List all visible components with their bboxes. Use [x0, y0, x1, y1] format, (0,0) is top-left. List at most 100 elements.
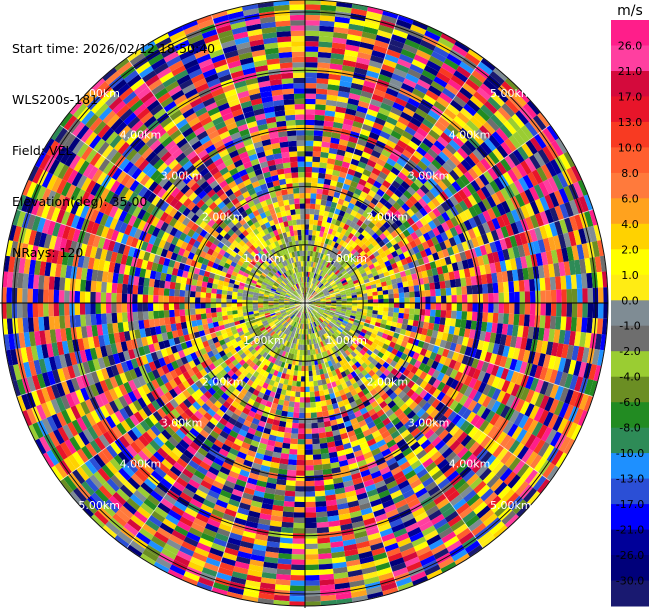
velocity-gate [433, 183, 444, 195]
velocity-gate [310, 289, 314, 295]
velocity-gate [287, 406, 294, 413]
velocity-gate [377, 290, 384, 296]
velocity-gate [428, 220, 437, 230]
velocity-gate [330, 298, 337, 301]
velocity-gate [334, 16, 351, 24]
velocity-gate [320, 285, 326, 290]
velocity-gate [448, 139, 461, 152]
velocity-gate [469, 116, 483, 129]
velocity-gate [343, 118, 354, 126]
velocity-gate [494, 261, 502, 273]
velocity-gate [324, 205, 331, 212]
velocity-gate [578, 228, 587, 245]
velocity-gate [360, 173, 370, 182]
velocity-gate [436, 224, 445, 234]
velocity-gate [542, 146, 555, 162]
velocity-gate [318, 291, 324, 296]
velocity-gate [296, 459, 305, 466]
velocity-gate [379, 251, 387, 259]
velocity-gate [330, 240, 336, 247]
velocity-gate [347, 168, 356, 176]
velocity-gate [526, 100, 541, 116]
velocity-gate [540, 303, 546, 316]
velocity-gate [434, 259, 442, 268]
velocity-gate [383, 121, 396, 131]
velocity-gate [294, 501, 305, 508]
velocity-gate [480, 186, 491, 199]
velocity-gate [382, 221, 391, 230]
velocity-gate [346, 295, 352, 299]
velocity-gate [381, 149, 392, 158]
velocity-gate [294, 496, 305, 503]
velocity-gate [449, 154, 461, 167]
velocity-gate [579, 332, 587, 348]
velocity-gate [297, 370, 302, 377]
velocity-gate [419, 249, 428, 258]
velocity-gate [315, 501, 327, 507]
velocity-gate [392, 102, 405, 112]
velocity-gate [435, 303, 442, 311]
velocity-gate [388, 307, 394, 313]
velocity-gate [310, 301, 316, 303]
velocity-gate [311, 267, 315, 273]
velocity-gate [338, 139, 349, 147]
velocity-gate [379, 130, 391, 140]
velocity-gate [339, 239, 345, 246]
velocity-gate [496, 215, 506, 228]
velocity-gate [353, 115, 365, 124]
velocity-gate [413, 237, 422, 246]
velocity-gate [350, 228, 358, 236]
velocity-gate [501, 81, 517, 96]
velocity-gate [476, 235, 485, 247]
velocity-gate [566, 289, 573, 303]
velocity-gate [597, 349, 604, 366]
velocity-gate [321, 141, 331, 148]
velocity-gate [411, 59, 427, 70]
velocity-gate [366, 11, 383, 20]
velocity-gate [385, 139, 397, 149]
velocity-gate [415, 251, 423, 260]
velocity-gate [329, 271, 335, 278]
velocity-gate [414, 291, 421, 298]
velocity-gate [512, 149, 525, 164]
velocity-gate [553, 329, 561, 344]
velocity-gate [524, 291, 531, 303]
velocity-gate [349, 254, 356, 261]
velocity-gate [574, 259, 582, 275]
velocity-gate [351, 257, 358, 264]
velocity-gate [293, 512, 305, 518]
velocity-gate [378, 217, 387, 226]
velocity-gate [316, 275, 321, 281]
velocity-gate [429, 316, 436, 324]
velocity-gate [436, 214, 446, 225]
velocity-gate [325, 298, 331, 301]
velocity-gate [453, 151, 465, 163]
velocity-gate [445, 208, 455, 220]
velocity-gate [415, 49, 431, 61]
velocity-gate [517, 325, 524, 338]
velocity-gate [299, 402, 305, 408]
velocity-gate [289, 396, 296, 402]
velocity-gate [322, 215, 328, 222]
velocity-gate [495, 161, 508, 175]
velocity-gate [332, 37, 347, 45]
velocity-gate [333, 286, 339, 291]
velocity-gate [438, 67, 454, 79]
velocity-gate [367, 306, 373, 311]
velocity-gate [466, 311, 473, 321]
velocity-gate [391, 321, 398, 328]
velocity-gate [384, 260, 392, 267]
velocity-gate [417, 197, 428, 208]
velocity-gate [357, 240, 365, 248]
velocity-gate [566, 303, 573, 317]
velocity-gate [356, 138, 367, 147]
velocity-gate [483, 100, 498, 115]
velocity-gate [584, 332, 592, 349]
velocity-gate [539, 225, 548, 240]
velocity-gate [389, 205, 398, 215]
velocity-gate [285, 480, 296, 487]
velocity-gate [310, 193, 317, 199]
velocity-gate [314, 295, 319, 299]
velocity-gate [307, 250, 311, 257]
velocity-gate [367, 273, 374, 279]
